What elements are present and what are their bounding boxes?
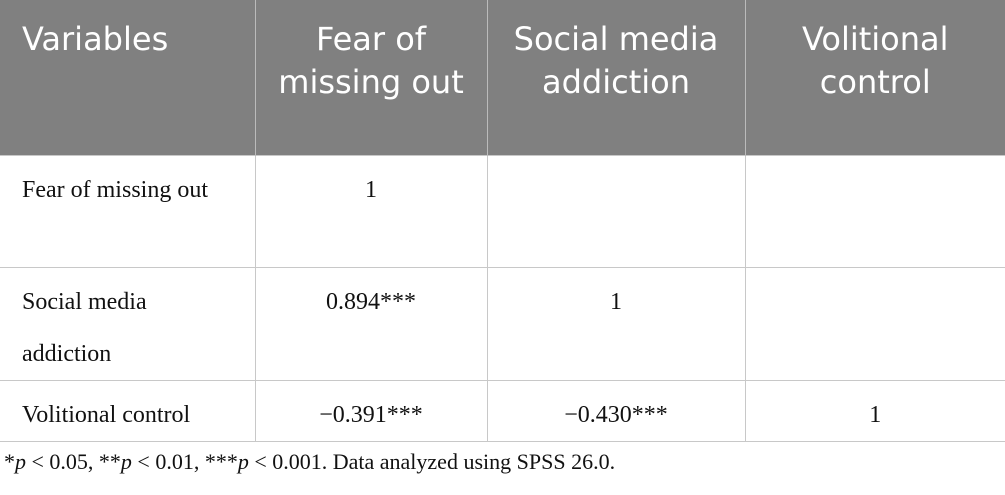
footnote-part: p xyxy=(237,449,249,474)
footnote-part: p xyxy=(120,449,132,474)
table-body: Fear of missing out 1 Social media addicti… xyxy=(0,154,1005,442)
table-cell: Volitional control xyxy=(0,379,256,442)
table-cell: 1 xyxy=(254,154,488,268)
header-cell: Social media addiction xyxy=(487,0,746,155)
table-cell xyxy=(744,154,1005,268)
table-cell: Fear of missing out xyxy=(0,154,256,268)
footnote: *p < 0.05, **p < 0.01, ***p < 0.001. Dat… xyxy=(4,449,615,475)
table-cell: −0.391*** xyxy=(254,379,488,442)
footnote-part: * xyxy=(4,449,15,474)
table-cell: Social media addiction xyxy=(0,266,256,381)
header-cell: Fear of missing out xyxy=(255,0,488,155)
footnote-part: < 0.01, *** xyxy=(131,449,238,474)
table-cell xyxy=(486,154,746,268)
table-row: Volitional control −0.391*** −0.430*** 1 xyxy=(0,379,1005,442)
footnote-part: p xyxy=(15,449,26,474)
table-row: Fear of missing out 1 xyxy=(0,154,1005,268)
table-cell: 1 xyxy=(486,266,746,381)
footnote-part: < 0.001. Data analyzed using SPSS 26.0. xyxy=(248,449,616,474)
correlation-table: Variables Fear of missing out Social media… xyxy=(0,0,1005,442)
header-cell: Volitional control xyxy=(745,0,1005,155)
footnote-part: < 0.05, ** xyxy=(26,449,121,474)
table-cell: −0.430*** xyxy=(486,379,746,442)
header-cell: Variables xyxy=(0,0,256,155)
table-row: Social media addiction 0.894*** 1 xyxy=(0,266,1005,381)
table-cell xyxy=(744,266,1005,381)
header-row: Variables Fear of missing out Social media… xyxy=(0,0,1005,155)
table-cell: 0.894*** xyxy=(254,266,488,381)
table-cell: 1 xyxy=(744,379,1005,442)
